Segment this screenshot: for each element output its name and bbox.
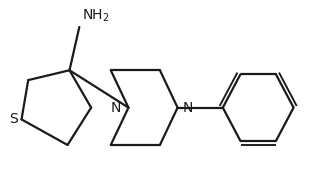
Text: S: S bbox=[9, 112, 18, 126]
Text: NH$_2$: NH$_2$ bbox=[82, 8, 110, 24]
Text: N: N bbox=[182, 101, 193, 115]
Text: N: N bbox=[111, 101, 122, 115]
